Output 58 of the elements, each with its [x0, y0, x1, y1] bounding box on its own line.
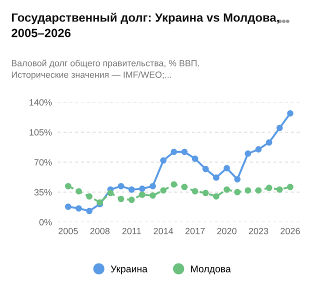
- x-tick-label: 2023: [248, 228, 268, 234]
- point: [76, 205, 82, 212]
- point: [150, 192, 156, 199]
- point: [86, 193, 93, 200]
- point: [287, 184, 294, 190]
- point: [160, 187, 167, 194]
- point: [138, 186, 146, 192]
- point: [118, 196, 124, 202]
- point: [170, 181, 178, 188]
- point: [128, 186, 135, 193]
- x-tick-label: 2017: [185, 228, 205, 234]
- point: [224, 164, 230, 172]
- legend-label: Украина: [110, 266, 148, 274]
- point: [192, 156, 198, 162]
- point: [118, 182, 124, 190]
- point: [160, 157, 167, 164]
- point: [213, 174, 220, 181]
- point: [150, 182, 156, 190]
- x-tick-label: 2014: [154, 228, 174, 234]
- point: [244, 150, 252, 157]
- x-tick-label: 2005: [58, 228, 78, 234]
- point: [266, 184, 272, 192]
- point: [224, 186, 230, 193]
- x-tick-label: 2020: [217, 228, 236, 234]
- point: [181, 184, 188, 190]
- y-tick-label: 0%: [39, 219, 52, 226]
- point: [86, 208, 93, 214]
- point: [64, 203, 72, 210]
- point: [234, 176, 241, 182]
- chart-title: Государственный долг: Украина vs Молдова, 2005–2026: [12, 12, 279, 38]
- point: [213, 193, 220, 200]
- point: [202, 190, 209, 196]
- x-tick-label: 2026: [280, 228, 300, 234]
- point: [202, 166, 209, 172]
- point: [138, 192, 146, 198]
- point: [255, 146, 262, 153]
- point: [276, 186, 283, 193]
- point: [234, 188, 241, 196]
- point: [107, 190, 114, 196]
- y-tick-label: 35%: [34, 189, 52, 196]
- point: [192, 188, 198, 194]
- point: [170, 148, 178, 156]
- x-tick-label: 2011: [122, 228, 141, 234]
- point: [128, 196, 135, 204]
- point: [255, 187, 262, 194]
- y-tick-label: 140%: [30, 99, 52, 106]
- chart-subtitle: Валовой долг общего правительства, % ВВП. Исторические значения — IMF/WEO;...: [12, 60, 199, 80]
- point: [276, 124, 283, 132]
- point: [287, 110, 294, 117]
- point: [266, 139, 272, 146]
- legend-label: Молдова: [191, 266, 231, 274]
- point: [76, 188, 82, 194]
- x-tick-label: 2008: [90, 228, 110, 234]
- y-tick-label: 105%: [30, 129, 52, 136]
- point: [244, 187, 252, 194]
- y-tick-label: 70%: [34, 159, 52, 166]
- point: [64, 182, 72, 190]
- point: [181, 148, 188, 156]
